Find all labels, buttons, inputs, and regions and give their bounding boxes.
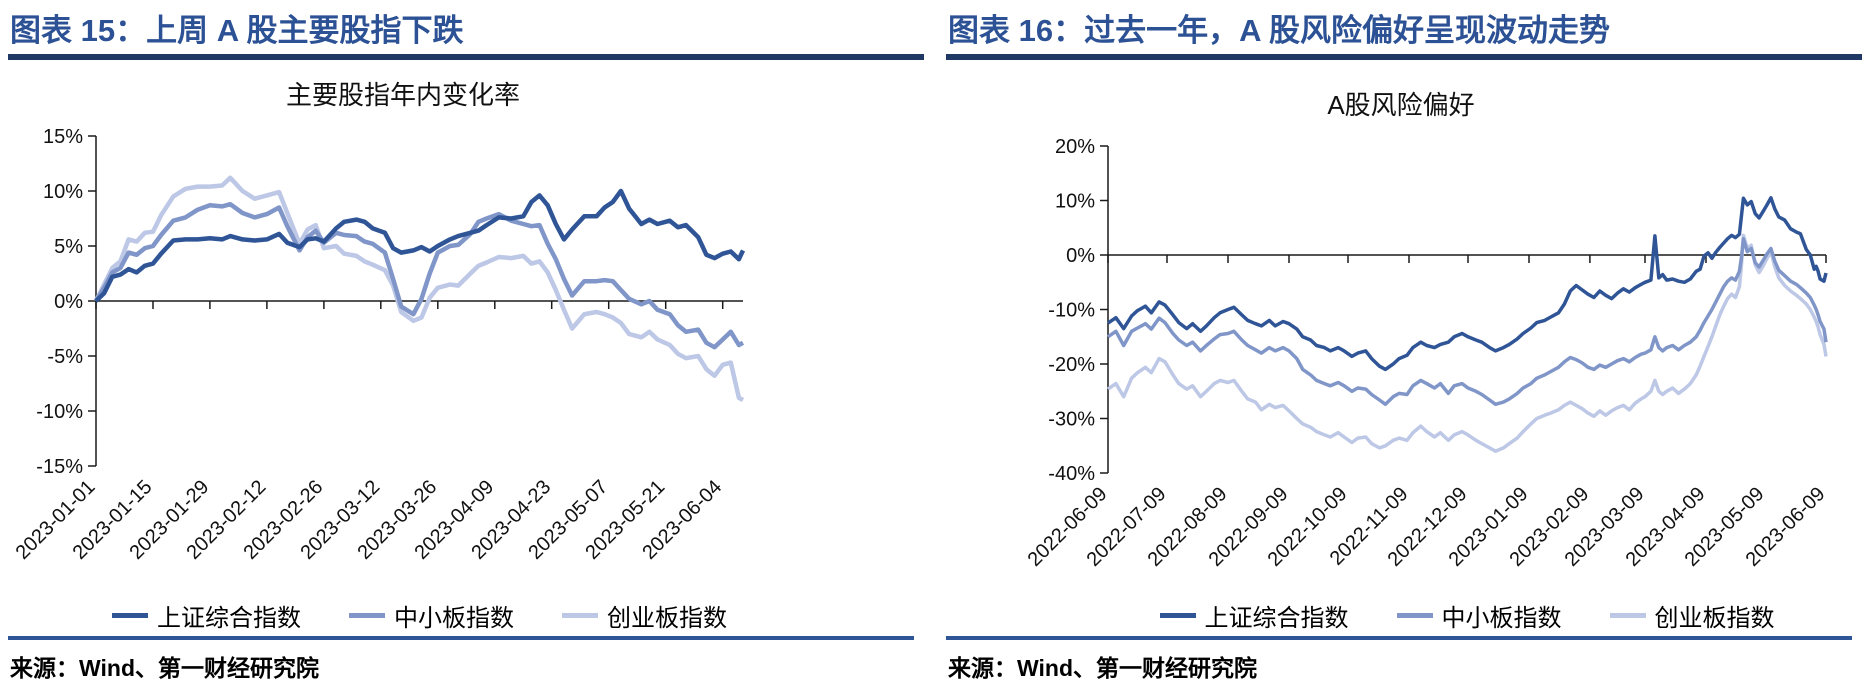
figure-16-source-text: 来源：Wind、第一财经研究院 xyxy=(948,655,1257,681)
figure-16-header-rule xyxy=(946,54,1862,60)
figure-15-title: 图表 15：上周 A 股主要股指下跌 xyxy=(10,13,464,48)
figure-16-line-chart: A股风险偏好20%10%0%-10%-20%-30%-40%2022-06-09… xyxy=(1024,90,1830,571)
legend-item: 上证综合指数 xyxy=(1159,598,1349,633)
legend-swatch xyxy=(562,612,598,618)
y-tick-label: 15% xyxy=(43,126,83,148)
chart-title: 主要股指年内变化率 xyxy=(286,80,520,110)
legend-label: 上证综合指数 xyxy=(157,604,301,632)
figure-15-header-rule xyxy=(8,54,924,60)
figure-16-title: 图表 16：过去一年，A 股风险偏好呈现波动走势 xyxy=(948,13,1610,48)
legend-label: 创业板指数 xyxy=(607,604,727,632)
figure-15-line-chart: 主要股指年内变化率15%10%5%0%-5%-10%-15%2023-01-01… xyxy=(12,80,746,564)
series-line xyxy=(94,188,746,303)
y-tick-label: -40% xyxy=(1048,463,1095,485)
legend-swatch xyxy=(349,612,385,618)
figure-15-panel: 图表 15：上周 A 股主要股指下跌 主要股指年内变化率 15% 10% 5% 0% -5… xyxy=(8,13,924,681)
figure-15-source-rule xyxy=(8,636,914,640)
figure-15-legend: 上证综合指数 中小板指数 创业板指数 xyxy=(96,596,743,634)
legend-swatch xyxy=(1609,612,1646,618)
legend-label: 中小板指数 xyxy=(1441,604,1562,632)
figure-16-panel: 图表 16：过去一年，A 股风险偏好呈现波动走势 A股风险偏好 20% 10% 0% -… xyxy=(938,0,1876,690)
y-tick-label: 10% xyxy=(1055,191,1095,213)
y-tick-label: 0% xyxy=(1066,245,1095,267)
series-line xyxy=(1107,196,1828,372)
y-tick-label: 0% xyxy=(54,291,83,313)
chart-title: A股风险偏好 xyxy=(1327,90,1474,120)
y-tick-label: -15% xyxy=(36,456,83,478)
legend-item: 创业板指数 xyxy=(1609,598,1775,633)
figure-15-source-text: 来源：Wind、第一财经研究院 xyxy=(10,655,319,681)
y-tick-label: -10% xyxy=(1048,300,1095,322)
legend-swatch xyxy=(1396,612,1433,618)
legend-item: 创业板指数 xyxy=(562,598,727,633)
legend-swatch xyxy=(112,612,148,618)
legend-item: 中小板指数 xyxy=(1396,598,1562,633)
legend-item: 上证综合指数 xyxy=(112,598,301,633)
y-tick-label: -10% xyxy=(36,401,83,423)
figure-16-legend: 上证综合指数 中小板指数 创业板指数 xyxy=(1108,596,1826,634)
series-line xyxy=(94,201,745,350)
y-tick-label: -30% xyxy=(1048,409,1095,431)
series-line xyxy=(93,175,745,402)
legend-label: 创业板指数 xyxy=(1654,604,1775,632)
y-tick-label: -20% xyxy=(1048,354,1095,376)
y-tick-label: 20% xyxy=(1055,136,1095,158)
figure-16-source-rule xyxy=(946,636,1852,640)
legend-label: 上证综合指数 xyxy=(1204,604,1349,632)
legend-label: 中小板指数 xyxy=(394,604,514,632)
y-tick-label: 10% xyxy=(43,181,83,203)
y-tick-label: 5% xyxy=(54,236,83,258)
legend-swatch xyxy=(1159,612,1196,618)
series-line xyxy=(1107,233,1828,453)
y-tick-label: -5% xyxy=(47,346,83,368)
series-line xyxy=(1107,236,1828,407)
legend-item: 中小板指数 xyxy=(349,598,514,633)
